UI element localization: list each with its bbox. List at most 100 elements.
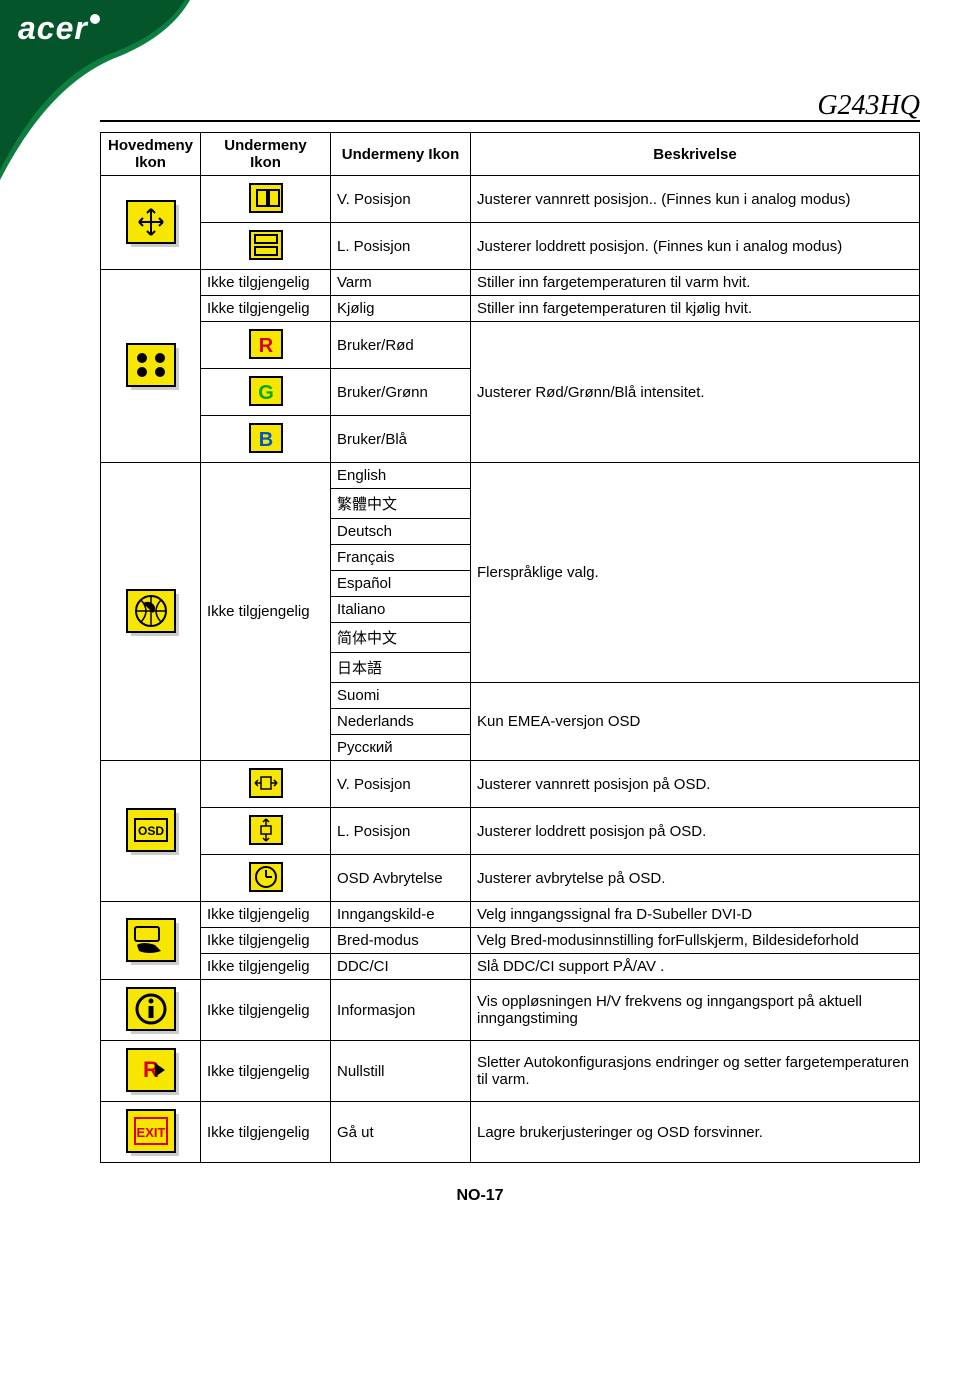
sub-icon-cell <box>201 855 331 902</box>
page-header: acer G243HQ <box>0 0 960 120</box>
label-cell: Inngangskild-e <box>331 902 471 928</box>
sub-icon-cell: R <box>201 322 331 369</box>
desc-cell: Velg inngangssignal fra D-Subeller DVI-D <box>471 902 920 928</box>
label-cell: V. Posisjon <box>331 176 471 223</box>
lang-cell: Deutsch <box>331 519 471 545</box>
table-row: Ikke tilgjengelig Bred-modus Velg Bred-m… <box>101 928 920 954</box>
info-icon <box>123 986 179 1034</box>
table-row: R Bruker/Rød Justerer Rød/Grønn/Blå inte… <box>101 322 920 369</box>
label-cell: L. Posisjon <box>331 808 471 855</box>
clock-icon <box>247 861 285 895</box>
main-icon-cell: OSD <box>101 761 201 902</box>
desc-cell: Justerer Rød/Grønn/Blå intensitet. <box>471 322 920 463</box>
table-row: Ikke tilgjengelig DDC/CI Slå DDC/CI supp… <box>101 954 920 980</box>
reset-icon: R <box>123 1047 179 1095</box>
sub-cell: Ikke tilgjengelig <box>201 1041 331 1102</box>
table-row: L. Posisjon Justerer loddrett posisjon. … <box>101 223 920 270</box>
table-row: OSD Avbrytelse Justerer avbrytelse på OS… <box>101 855 920 902</box>
page-number: NO-17 <box>0 1187 960 1225</box>
sub-icon-cell: B <box>201 416 331 463</box>
lang-cell: Français <box>331 545 471 571</box>
sub-icon-cell: G <box>201 369 331 416</box>
label-cell: OSD Avbrytelse <box>331 855 471 902</box>
desc-cell: Justerer loddrett posisjon på OSD. <box>471 808 920 855</box>
table-row: OSD V. Posisjon Justerer vannrett posisj… <box>101 761 920 808</box>
desc-cell: Vis oppløsningen H/V frekvens og inngang… <box>471 980 920 1041</box>
label-cell: L. Posisjon <box>331 223 471 270</box>
blue-icon: B <box>247 422 285 456</box>
label-cell: Informasjon <box>331 980 471 1041</box>
desc-cell: Slå DDC/CI support PÅ/AV . <box>471 954 920 980</box>
sub-cell: Ikke tilgjengelig <box>201 954 331 980</box>
color-icon <box>123 342 179 390</box>
label-cell: Nullstill <box>331 1041 471 1102</box>
table-row: L. Posisjon Justerer loddrett posisjon p… <box>101 808 920 855</box>
desc-cell: Justerer avbrytelse på OSD. <box>471 855 920 902</box>
lang-cell: Русский <box>331 735 471 761</box>
desc-cell: Lagre brukerjusteringer og OSD forsvinne… <box>471 1102 920 1163</box>
lang-cell: English <box>331 463 471 489</box>
table-row: R Ikke tilgjengelig Nullstill Sletter Au… <box>101 1041 920 1102</box>
col-sub-icon2: Undermeny Ikon <box>331 133 471 176</box>
main-icon-cell: EXIT <box>101 1102 201 1163</box>
vpos-icon <box>247 229 285 263</box>
desc-cell: Velg Bred-modusinnstilling forFullskjerm… <box>471 928 920 954</box>
sub-cell: Ikke tilgjengelig <box>201 1102 331 1163</box>
position-icon <box>123 199 179 247</box>
svg-text:G: G <box>258 382 274 404</box>
sub-icon-cell <box>201 223 331 270</box>
label-cell: Bred-modus <box>331 928 471 954</box>
lang-cell: Nederlands <box>331 709 471 735</box>
exit-icon: EXIT <box>123 1108 179 1156</box>
svg-text:EXIT: EXIT <box>136 1125 165 1140</box>
table-row: Ikke tilgjengelig Varm Stiller inn farge… <box>101 270 920 296</box>
osd-icon: OSD <box>123 807 179 855</box>
label-cell: Kjølig <box>331 296 471 322</box>
desc-cell: Justerer vannrett posisjon på OSD. <box>471 761 920 808</box>
col-description: Beskrivelse <box>471 133 920 176</box>
svg-text:B: B <box>258 429 272 451</box>
desc-cell: Justerer loddrett posisjon. (Finnes kun … <box>471 223 920 270</box>
lang-cell: 繁體中文 <box>331 489 471 519</box>
desc-cell: Kun EMEA-versjon OSD <box>471 683 920 761</box>
main-icon-cell <box>101 980 201 1041</box>
brand-logo: acer <box>18 10 100 47</box>
red-icon: R <box>247 328 285 362</box>
label-cell: Bruker/Rød <box>331 322 471 369</box>
table-row: Ikke tilgjengelig Inngangskild-e Velg in… <box>101 902 920 928</box>
globe-icon <box>123 588 179 636</box>
content-area: Hovedmeny Ikon Undermeny Ikon Undermeny … <box>0 122 960 1163</box>
table-row: EXIT Ikke tilgjengelig Gå ut Lagre bruke… <box>101 1102 920 1163</box>
lang-cell: 日本語 <box>331 653 471 683</box>
svg-text:R: R <box>258 335 273 357</box>
green-icon: G <box>247 375 285 409</box>
svg-text:OSD: OSD <box>137 824 163 838</box>
main-icon-cell: R <box>101 1041 201 1102</box>
sub-cell: Ikke tilgjengelig <box>201 980 331 1041</box>
sub-cell: Ikke tilgjengelig <box>201 928 331 954</box>
label-cell: Bruker/Blå <box>331 416 471 463</box>
label-cell: V. Posisjon <box>331 761 471 808</box>
input-icon <box>123 917 179 965</box>
sub-cell: Ikke tilgjengelig <box>201 270 331 296</box>
osd-vpos-icon <box>247 814 285 848</box>
sub-icon-cell <box>201 808 331 855</box>
label-cell: Bruker/Grønn <box>331 369 471 416</box>
label-cell: Varm <box>331 270 471 296</box>
table-row: Ikke tilgjengelig Kjølig Stiller inn far… <box>101 296 920 322</box>
sub-cell: Ikke tilgjengelig <box>201 296 331 322</box>
sub-cell: Ikke tilgjengelig <box>201 463 331 761</box>
model-label: G243HQ <box>817 90 920 122</box>
label-cell: Gå ut <box>331 1102 471 1163</box>
desc-cell: Flerspråklige valg. <box>471 463 920 683</box>
osd-menu-table: Hovedmeny Ikon Undermeny Ikon Undermeny … <box>100 132 920 1163</box>
main-icon-cell <box>101 463 201 761</box>
desc-cell: Sletter Autokonfigurasjons endringer og … <box>471 1041 920 1102</box>
main-icon-cell <box>101 270 201 463</box>
label-cell: DDC/CI <box>331 954 471 980</box>
desc-cell: Stiller inn fargetemperaturen til varm h… <box>471 270 920 296</box>
desc-cell: Justerer vannrett posisjon.. (Finnes kun… <box>471 176 920 223</box>
lang-cell: Italiano <box>331 597 471 623</box>
sub-icon-cell <box>201 761 331 808</box>
sub-cell: Ikke tilgjengelig <box>201 902 331 928</box>
